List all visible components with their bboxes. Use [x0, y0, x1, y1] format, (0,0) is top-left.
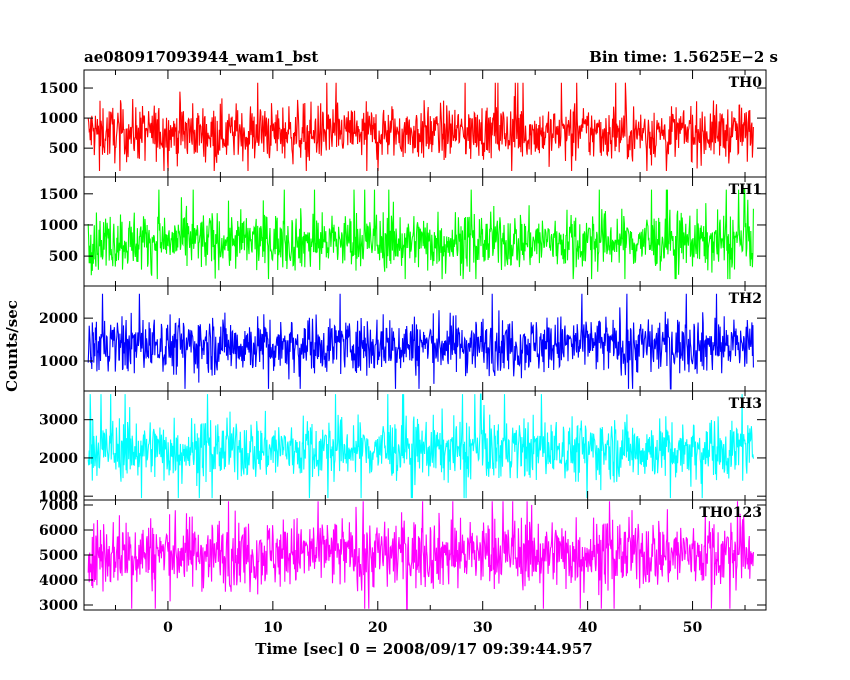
series-line-th3	[87, 393, 754, 499]
x-axis-label: Time [sec] 0 = 2008/09/17 09:39:44.957	[255, 640, 592, 658]
bin-time-label: Bin time: 1.5625E−2 s	[589, 48, 778, 66]
y-tick-label: 1000	[39, 354, 78, 370]
y-tick-label: 1000	[39, 218, 78, 234]
panel-th3: 1000 2000 3000 TH3	[39, 390, 767, 505]
y-tick-label: 7000	[39, 498, 78, 514]
x-tick-label: 50	[683, 620, 703, 636]
y-axis-label: Counts/sec	[3, 300, 21, 392]
panel-name-label: TH0	[729, 75, 763, 91]
chart-title: ae080917093944_wam1_bst	[84, 48, 318, 66]
y-tick-label: 2000	[39, 311, 78, 327]
y-tick-label: 3000	[39, 598, 78, 614]
y-tick-label: 4000	[39, 573, 78, 589]
y-tick-label: 1000	[39, 111, 78, 127]
y-tick-label: 500	[49, 249, 78, 265]
x-tick-label: 20	[368, 620, 388, 636]
panel-name-label: TH3	[729, 396, 762, 412]
panel-th0123: 3000 4000 5000 6000 7000 TH0123	[39, 498, 767, 614]
x-tick-label: 40	[578, 620, 598, 636]
panel-th2: 1000 2000 TH2	[39, 285, 767, 392]
panel-name-label: TH0123	[699, 505, 762, 521]
series-line-th0123	[87, 501, 754, 610]
y-tick-label: 1500	[39, 187, 78, 203]
panel-name-label: TH1	[729, 182, 762, 198]
panel-name-label: TH2	[729, 291, 762, 307]
x-tick-label: 0	[163, 620, 173, 636]
y-tick-label: 1000	[39, 489, 78, 505]
y-tick-label: 2000	[39, 451, 78, 467]
y-tick-label: 3000	[39, 413, 78, 429]
y-tick-label: 6000	[39, 523, 78, 539]
y-tick-label: 500	[49, 141, 78, 157]
series-line-th1	[87, 189, 754, 280]
x-tick-label: 30	[473, 620, 493, 636]
panel-th1: 500 1000 1500 TH1	[39, 176, 767, 287]
y-tick-label: 5000	[39, 548, 78, 564]
x-tick-label: 10	[263, 620, 283, 636]
series-line-th0	[87, 82, 754, 172]
panel-th0: 500 1000 1500 TH0	[39, 69, 767, 178]
series-line-th2	[87, 293, 754, 390]
y-tick-label: 1500	[39, 81, 78, 97]
